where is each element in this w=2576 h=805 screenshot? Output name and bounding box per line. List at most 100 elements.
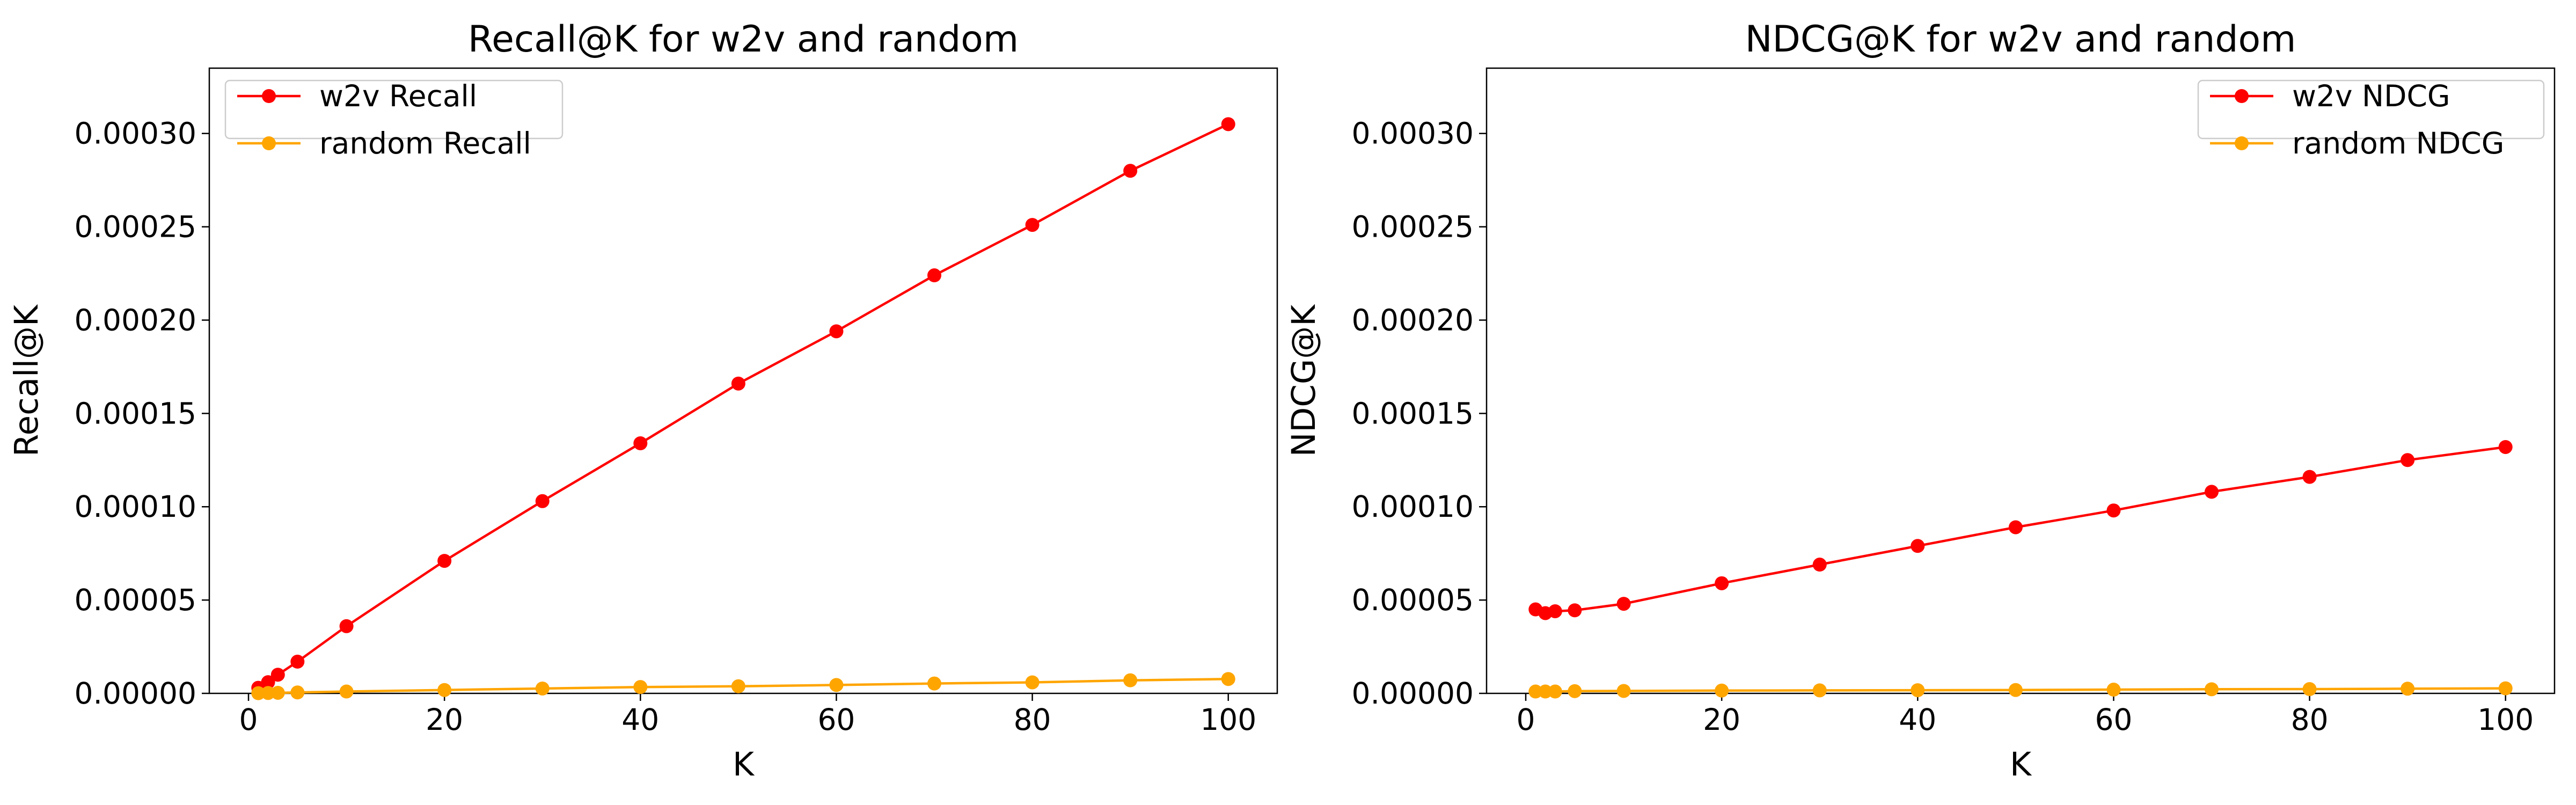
data-point (437, 683, 452, 697)
data-point (2302, 682, 2317, 697)
data-point (270, 668, 285, 682)
x-tick-label: 80 (2291, 702, 2329, 737)
legend-marker (262, 89, 276, 103)
legend-marker (2235, 136, 2249, 150)
legend-box (2197, 79, 2545, 140)
y-tick-label: 0.00030 (75, 116, 196, 151)
data-point (927, 676, 942, 691)
data-point (261, 675, 275, 690)
legend-label: w2v NDCG (2292, 79, 2450, 113)
data-point (1616, 597, 1631, 611)
data-point (1715, 683, 1729, 698)
y-axis-label: Recall@K (8, 304, 46, 457)
legend-marker (2235, 89, 2249, 103)
x-tick-label: 40 (621, 702, 659, 737)
x-tick-label: 60 (817, 702, 855, 737)
y-tick-label: 0.00000 (1352, 676, 1474, 711)
chart-title: Recall@K for w2v and random (468, 18, 1019, 61)
data-point (1221, 672, 1235, 686)
data-point (1568, 603, 1582, 618)
data-point (261, 686, 275, 700)
x-tick-label: 40 (1899, 702, 1936, 737)
y-axis-label: NDCG@K (1285, 304, 1323, 457)
y-tick-label: 0.00005 (1352, 583, 1474, 617)
data-point (290, 654, 305, 669)
data-point (2008, 520, 2023, 535)
data-point (437, 554, 452, 568)
data-point (290, 685, 305, 700)
x-axis-label: K (733, 745, 755, 784)
data-point (2401, 682, 2415, 696)
y-tick-label: 0.00020 (75, 303, 196, 337)
chart-title: NDCG@K for w2v and random (1745, 18, 2296, 61)
y-tick-label: 0.00015 (75, 396, 196, 430)
data-point (829, 678, 844, 692)
y-tick-label: 0.00025 (75, 210, 196, 244)
y-tick-label: 0.00020 (1352, 303, 1474, 337)
data-point (1715, 576, 1729, 590)
data-point (339, 684, 354, 699)
legend-label: random NDCG (2292, 126, 2504, 160)
data-point (1123, 164, 1138, 178)
legend-box (224, 79, 564, 140)
legend: w2v NDCG random NDCG (2197, 79, 2545, 160)
legend-label: random Recall (319, 126, 531, 160)
data-point (1538, 684, 1553, 699)
data-point (731, 679, 745, 693)
data-point (339, 619, 354, 633)
data-point (1548, 604, 1562, 618)
chart-1: 0 20 40 60 80 100 0.00000 0.00005 0.00010 0.00015… (8, 18, 1278, 784)
data-point (2106, 503, 2121, 518)
data-point (1911, 683, 1925, 698)
data-point (2205, 485, 2219, 499)
data-point (927, 268, 942, 283)
data-point (829, 324, 844, 339)
series-line-1 (258, 123, 1229, 689)
y-tick-label: 0.00025 (1352, 210, 1474, 244)
data-point (1911, 539, 1925, 553)
x-tick-label: 60 (2095, 702, 2132, 737)
x-tick-label: 0 (1517, 702, 1535, 737)
legend-marker (262, 136, 276, 150)
data-point (2008, 683, 2023, 697)
x-tick-label: 100 (1200, 702, 1256, 737)
plot-frame (208, 67, 1278, 694)
data-point (1123, 673, 1138, 687)
data-point (251, 686, 266, 700)
data-point (1548, 684, 1562, 699)
data-point (633, 436, 648, 450)
x-tick-label: 20 (1703, 702, 1740, 737)
data-point (1221, 117, 1235, 131)
data-point (2106, 683, 2121, 697)
y-tick-label: 0.00015 (1352, 396, 1474, 430)
data-point (633, 680, 648, 694)
data-point (535, 681, 550, 696)
y-tick-label: 0.00005 (75, 583, 196, 617)
data-point (2205, 682, 2219, 697)
data-point (2302, 470, 2317, 484)
x-tick-label: 100 (2477, 702, 2534, 737)
data-point (2401, 453, 2415, 467)
data-point (2498, 681, 2513, 696)
x-tick-label: 20 (426, 702, 463, 737)
y-tick-label: 0.00010 (75, 489, 196, 524)
data-point (1025, 218, 1040, 232)
x-tick-label: 0 (239, 702, 258, 737)
data-point (270, 685, 285, 700)
data-point (1812, 558, 1827, 572)
y-tick-label: 0.00030 (1352, 116, 1474, 151)
data-point (535, 494, 550, 508)
x-tick-label: 80 (1014, 702, 1051, 737)
chart-2: 0 20 40 60 80 100 0.00000 0.00005 0.00010 0.00015… (1285, 18, 2556, 784)
legend: w2v Recall random Recall (224, 79, 564, 160)
x-axis-label: K (2010, 745, 2032, 784)
data-point (2498, 440, 2513, 454)
legend-label: w2v Recall (319, 79, 477, 113)
data-point (1528, 684, 1543, 699)
data-point (731, 376, 745, 391)
data-point (1025, 675, 1040, 690)
y-tick-label: 0.00010 (1352, 489, 1474, 524)
data-point (1568, 684, 1582, 698)
data-point (1812, 683, 1827, 698)
